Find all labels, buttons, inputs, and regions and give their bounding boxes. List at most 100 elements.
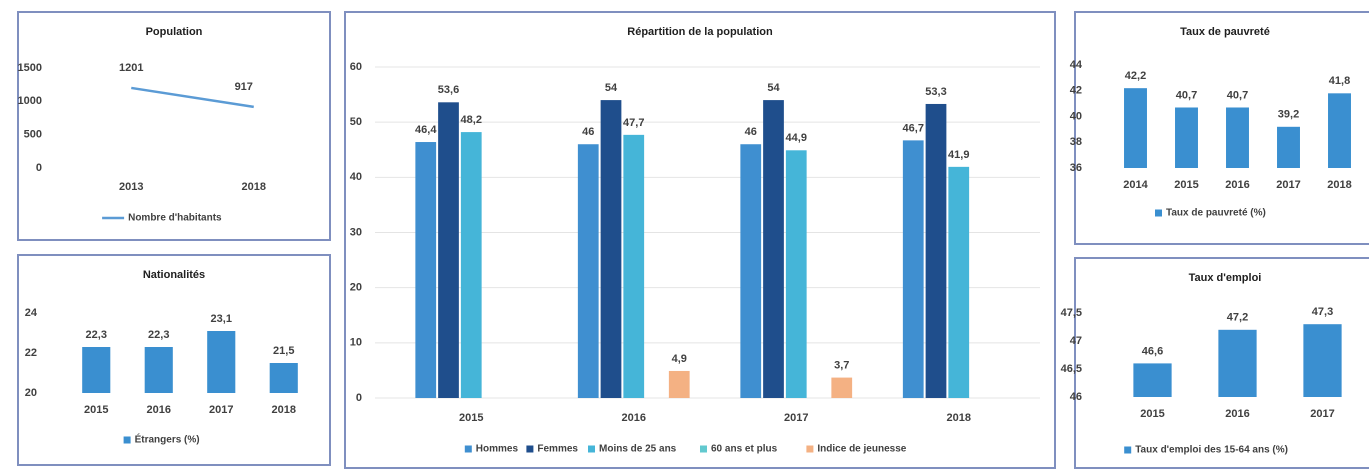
x-tick-label: 2015 xyxy=(1174,179,1198,191)
data-label: 46,6 xyxy=(1142,345,1163,357)
bar xyxy=(948,166,970,398)
data-label: 48,2 xyxy=(461,114,482,126)
bar xyxy=(1124,88,1147,168)
bar xyxy=(1133,363,1172,397)
y-tick-label: 47 xyxy=(1070,335,1082,347)
x-tick-label: 2018 xyxy=(1327,179,1351,191)
chart-title: Taux d'emploi xyxy=(1189,272,1262,284)
y-tick-label: 40 xyxy=(1070,110,1082,122)
data-label: 22,3 xyxy=(86,329,107,341)
y-tick-label: 60 xyxy=(350,61,362,73)
bar xyxy=(831,377,853,398)
line xyxy=(131,86,254,109)
legend-label: 60 ans et plus xyxy=(711,444,778,455)
y-tick-label: 1000 xyxy=(18,95,42,107)
legend-swatch xyxy=(806,445,814,453)
x-tick-label: 2018 xyxy=(242,181,266,193)
legend-label: Taux d'emploi des 15-64 ans (%) xyxy=(1135,445,1288,456)
data-label: 46,4 xyxy=(415,124,437,136)
bar xyxy=(82,347,111,393)
x-tick-label: 2016 xyxy=(622,412,646,424)
legend-swatch xyxy=(123,436,131,444)
bar xyxy=(1226,107,1249,168)
legend-label: Moins de 25 ans xyxy=(599,444,677,455)
data-label: 44,9 xyxy=(786,132,807,144)
bar xyxy=(438,102,459,398)
data-label: 23,1 xyxy=(211,313,232,325)
data-label: 42,2 xyxy=(1125,70,1146,82)
legend-label: Hommes xyxy=(476,444,519,455)
bar xyxy=(577,144,599,398)
data-label: 53,6 xyxy=(438,84,459,96)
y-tick-label: 44 xyxy=(1070,59,1083,71)
legend-label: Indice de jeunesse xyxy=(817,444,906,455)
panel xyxy=(17,254,331,466)
data-label: 41,8 xyxy=(1329,75,1350,87)
y-tick-label: 0 xyxy=(356,392,362,404)
panel xyxy=(17,11,331,241)
bar xyxy=(763,100,784,398)
legend-label: Femmes xyxy=(537,444,578,455)
y-tick-label: 10 xyxy=(350,337,362,349)
x-tick-label: 2017 xyxy=(784,412,808,424)
data-label: 47,2 xyxy=(1227,312,1248,324)
bar xyxy=(740,144,762,398)
legend-swatch xyxy=(1155,209,1162,217)
y-tick-label: 20 xyxy=(350,282,362,294)
y-tick-label: 24 xyxy=(25,307,38,319)
data-label: 39,2 xyxy=(1278,109,1299,121)
data-label: 22,3 xyxy=(148,329,169,341)
chart-title: Répartition de la population xyxy=(627,26,773,38)
x-tick-label: 2017 xyxy=(1276,179,1300,191)
data-label: 917 xyxy=(235,81,253,93)
legend-swatch xyxy=(700,445,707,453)
y-tick-label: 0 xyxy=(36,162,42,174)
data-label: 3,7 xyxy=(834,359,849,371)
chart-title: Nationalités xyxy=(143,269,205,281)
x-tick-label: 2014 xyxy=(1123,179,1148,191)
bar xyxy=(1328,93,1351,168)
x-tick-label: 2016 xyxy=(1225,179,1249,191)
y-tick-label: 500 xyxy=(24,129,42,141)
data-label: 41,9 xyxy=(948,149,969,161)
legend-swatch xyxy=(464,445,472,453)
y-tick-label: 46,5 xyxy=(1061,363,1082,375)
y-tick-label: 40 xyxy=(350,171,362,183)
data-label: 4,9 xyxy=(672,353,687,365)
data-label: 47,7 xyxy=(623,117,644,129)
data-label: 1201 xyxy=(119,62,143,74)
y-tick-label: 22 xyxy=(25,347,37,359)
bar xyxy=(144,347,173,393)
y-tick-label: 1500 xyxy=(18,62,42,74)
x-tick-label: 2013 xyxy=(119,181,143,193)
y-tick-label: 38 xyxy=(1070,136,1082,148)
bar xyxy=(1218,329,1257,397)
bar xyxy=(207,331,236,393)
bar xyxy=(600,100,622,398)
bar xyxy=(623,134,645,399)
bar xyxy=(668,370,690,398)
legend-swatch xyxy=(1124,446,1132,454)
bar xyxy=(1175,107,1198,168)
legend-swatch xyxy=(526,445,534,453)
data-label: 46,7 xyxy=(903,122,924,134)
x-tick-label: 2017 xyxy=(209,404,233,416)
bar xyxy=(902,140,924,398)
data-label: 21,5 xyxy=(273,345,294,357)
bar xyxy=(1277,126,1300,168)
y-tick-label: 42 xyxy=(1070,85,1082,97)
data-label: 46 xyxy=(745,126,757,138)
y-tick-label: 20 xyxy=(25,387,37,399)
x-tick-label: 2015 xyxy=(1140,408,1164,420)
x-tick-label: 2018 xyxy=(947,412,971,424)
x-tick-label: 2018 xyxy=(272,404,296,416)
y-tick-label: 47,5 xyxy=(1061,307,1082,319)
data-label: 40,7 xyxy=(1227,89,1248,101)
bar xyxy=(460,132,482,398)
data-label: 54 xyxy=(605,82,618,94)
panel xyxy=(1074,11,1369,245)
bar xyxy=(925,103,947,398)
legend-label: Taux de pauvreté (%) xyxy=(1166,208,1266,219)
data-label: 54 xyxy=(767,82,780,94)
